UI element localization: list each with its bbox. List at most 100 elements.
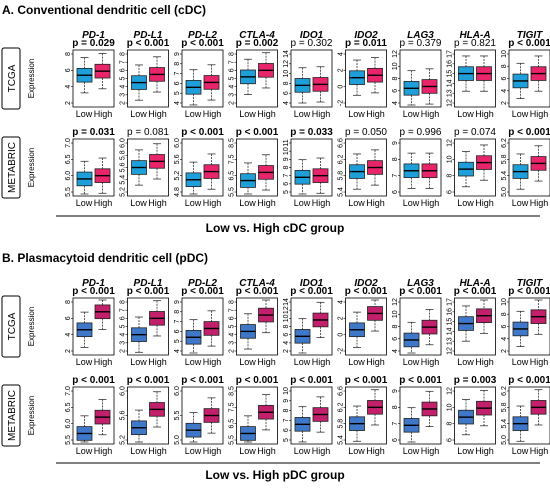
x-category-label: High bbox=[94, 357, 113, 367]
y-tick-label: 2 bbox=[338, 68, 345, 72]
x-category-label: High bbox=[148, 198, 167, 208]
dataset-label: METABRIC bbox=[7, 142, 18, 193]
gene-header: TIGIT bbox=[517, 30, 543, 41]
x-category-label: Low bbox=[457, 109, 474, 119]
y-tick-label: 5.4 bbox=[501, 419, 508, 429]
y-tick-label: 5.5 bbox=[229, 187, 236, 197]
plot-frame bbox=[72, 49, 115, 108]
y-tick-label: 8 bbox=[174, 62, 181, 66]
y-tick-label: 6 bbox=[229, 68, 236, 72]
plot-frame bbox=[399, 386, 442, 445]
y-tick-label: 7 bbox=[120, 60, 127, 64]
y-tick-label: 4 bbox=[229, 85, 236, 89]
x-category-label: Low bbox=[76, 109, 93, 119]
y-tick-label: 8 bbox=[392, 157, 399, 161]
dataset-label: METABRIC bbox=[7, 390, 18, 441]
y-tick-label: 6 bbox=[447, 190, 454, 194]
y-tick-label: 6.5 bbox=[65, 402, 72, 412]
y-tick-label: 6.6 bbox=[338, 386, 345, 396]
x-category-label: Low bbox=[403, 357, 420, 367]
dataset-label-box bbox=[1, 47, 21, 110]
plot-frame bbox=[454, 49, 496, 108]
x-category-label: Low bbox=[348, 446, 365, 456]
plot-frame bbox=[72, 138, 115, 197]
y-tick-label: 9 bbox=[283, 157, 290, 161]
y-tick-label: 8 bbox=[120, 300, 127, 304]
y-tick-label: 7 bbox=[120, 308, 127, 312]
y-tick-label: 5 bbox=[283, 438, 290, 442]
y-tick-label: 8 bbox=[501, 312, 508, 316]
y-tick-label: 8.5 bbox=[229, 138, 236, 148]
y-tick-label: 6.6 bbox=[338, 138, 345, 148]
plot-frame bbox=[236, 386, 278, 445]
y-tick-label: 4 bbox=[229, 333, 236, 337]
x-category-label: High bbox=[530, 357, 549, 367]
y-tick-label: 0 bbox=[338, 85, 345, 89]
panel-b-group-caption: Low vs. High pDC group bbox=[205, 468, 344, 482]
y-tick-label: 2 bbox=[501, 101, 508, 105]
y-tick-label: 5.8 bbox=[338, 171, 345, 181]
plot-frame bbox=[290, 49, 333, 108]
y-tick-label: 5 bbox=[120, 324, 127, 328]
plot-frame bbox=[454, 297, 496, 356]
y-tick-label: 5.2 bbox=[174, 171, 181, 181]
plot-frame bbox=[345, 49, 387, 108]
y-tick-label: -2 bbox=[338, 348, 345, 354]
p-value-label: p < 0.001 bbox=[127, 375, 170, 386]
p-value-label: p = 0.996 bbox=[400, 127, 442, 138]
y-tick-label: 8 bbox=[229, 300, 236, 304]
y-tick-label: 10 bbox=[392, 310, 399, 318]
y-tick-label: 17 bbox=[447, 50, 454, 58]
plot-frame bbox=[345, 138, 387, 197]
y-tick-label: 6.2 bbox=[338, 154, 345, 164]
y-tick-label: 5 bbox=[229, 76, 236, 80]
y-tick-label: 10 bbox=[447, 403, 454, 411]
y-tick-label: 4 bbox=[392, 101, 399, 105]
x-category-label: Low bbox=[239, 198, 256, 208]
y-tick-label: 4 bbox=[338, 300, 345, 304]
x-category-label: High bbox=[257, 357, 276, 367]
p-value-label: p = 0.003 bbox=[454, 375, 497, 386]
y-tick-label: 6 bbox=[501, 324, 508, 328]
y-tick-label: 8 bbox=[447, 422, 454, 426]
p-value-label: p < 0.001 bbox=[345, 286, 388, 297]
y-tick-label: 5.8 bbox=[338, 419, 345, 429]
y-tick-label: 10 bbox=[501, 50, 508, 58]
y-tick-label: 6 bbox=[392, 337, 399, 341]
gene-header: LAG3 bbox=[407, 278, 434, 289]
y-tick-label: 7 bbox=[229, 308, 236, 312]
y-tick-label: 5.2 bbox=[120, 187, 127, 197]
x-category-label: Low bbox=[76, 446, 93, 456]
y-tick-label: 3 bbox=[120, 341, 127, 345]
y-tick-label: 8 bbox=[283, 409, 290, 413]
p-value-label: p < 0.001 bbox=[181, 127, 224, 138]
x-category-label: High bbox=[421, 109, 440, 119]
p-value-label: p < 0.001 bbox=[181, 375, 224, 386]
panel-b-title: B. Plasmacytoid dendritic cell (pDC) bbox=[2, 251, 208, 265]
y-tick-label: 5.5 bbox=[65, 435, 72, 445]
x-category-label: Low bbox=[76, 357, 93, 367]
y-tick-label: 6.5 bbox=[229, 419, 236, 429]
y-tick-label: 2 bbox=[229, 349, 236, 353]
y-tick-label: 10 bbox=[392, 62, 399, 70]
y-tick-label: 4 bbox=[65, 85, 72, 89]
gene-header: PD-1 bbox=[82, 278, 105, 289]
plot-frame bbox=[72, 386, 115, 445]
x-category-label: Low bbox=[130, 357, 147, 367]
y-tick-label: 7 bbox=[174, 320, 181, 324]
y-tick-label: 5.4 bbox=[501, 171, 508, 181]
p-value-label: p < 0.001 bbox=[181, 286, 224, 297]
p-value-label: p < 0.001 bbox=[399, 286, 442, 297]
y-tick-label: 6.0 bbox=[120, 386, 127, 396]
x-category-label: Low bbox=[239, 109, 256, 119]
box-plot-marks: PD-1 PD-L1 PD-L2 CTLA-4 IDO1 IDO2 LAG3 HLA-A TIG… bbox=[1, 30, 550, 456]
y-tick-label: 7.5 bbox=[229, 402, 236, 412]
gene-header: IDO1 bbox=[300, 30, 324, 41]
y-tick-label: 6.2 bbox=[501, 138, 508, 148]
y-tick-label: 5.8 bbox=[120, 150, 127, 160]
x-category-label: High bbox=[312, 357, 331, 367]
y-axis-label: Expression bbox=[27, 59, 36, 99]
x-category-label: Low bbox=[130, 446, 147, 456]
y-tick-label: 12 bbox=[283, 306, 290, 314]
x-category-label: High bbox=[475, 446, 494, 456]
